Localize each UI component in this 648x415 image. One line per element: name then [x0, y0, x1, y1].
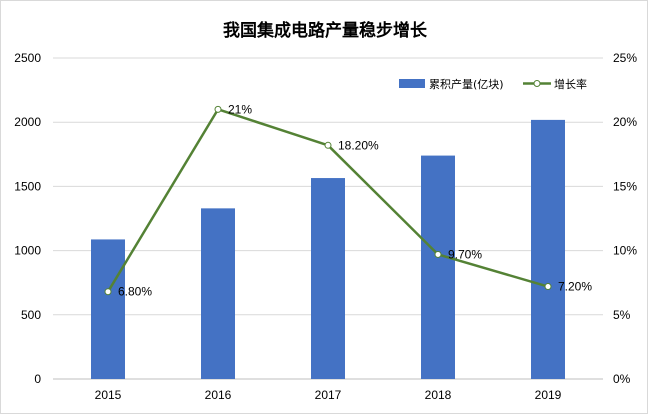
data-label: 18.20% — [338, 138, 379, 152]
left-tick-label: 1000 — [14, 244, 41, 258]
data-label: 21% — [228, 102, 252, 116]
legend-swatch-marker — [533, 80, 541, 87]
legend-swatch-bar — [399, 79, 425, 88]
x-tick-label: 2018 — [425, 388, 452, 402]
line-point — [104, 288, 112, 296]
legend-label-bar: 累积产量(亿块) — [429, 77, 504, 91]
line-point — [324, 141, 332, 149]
right-axis-ticks: 0% 5% 10% 15% 20% 25% — [613, 51, 637, 386]
bar-series — [91, 119, 565, 380]
right-tick-label: 0% — [613, 372, 631, 386]
bar — [91, 239, 125, 379]
left-axis-ticks: 0 500 1000 1500 2000 2500 — [14, 51, 41, 386]
x-tick-label: 2015 — [95, 388, 122, 402]
line-point — [544, 283, 552, 291]
x-axis-ticks: 2015 2016 2017 2018 2019 — [95, 388, 562, 402]
x-tick-label: 2019 — [535, 388, 562, 402]
legend: 累积产量(亿块) 增长率 — [399, 77, 587, 91]
left-tick-label: 0 — [34, 372, 41, 386]
right-tick-label: 10% — [613, 244, 637, 258]
data-label: 7.20% — [558, 280, 592, 294]
left-tick-label: 2000 — [14, 115, 41, 129]
right-tick-label: 20% — [613, 115, 637, 129]
x-tick-label: 2016 — [205, 388, 232, 402]
right-tick-label: 25% — [613, 51, 637, 65]
legend-label-line: 增长率 — [554, 77, 587, 91]
bar — [421, 155, 455, 379]
bar — [201, 208, 235, 379]
left-tick-label: 1500 — [14, 179, 41, 193]
data-label: 6.80% — [118, 285, 152, 299]
right-tick-label: 15% — [613, 179, 637, 193]
line-series: 6.80% 21% 18.20% 9.70% 7.20% — [104, 102, 592, 299]
line-point — [214, 105, 222, 113]
x-tick-label: 2017 — [315, 388, 342, 402]
bar — [311, 178, 345, 379]
chart-title: 我国集成电路产量稳步增长 — [223, 20, 428, 41]
right-tick-label: 5% — [613, 308, 631, 322]
left-tick-label: 500 — [21, 308, 41, 322]
line-point — [434, 250, 442, 258]
left-tick-label: 2500 — [14, 51, 41, 65]
bar — [531, 119, 565, 380]
data-label: 9.70% — [448, 247, 482, 261]
